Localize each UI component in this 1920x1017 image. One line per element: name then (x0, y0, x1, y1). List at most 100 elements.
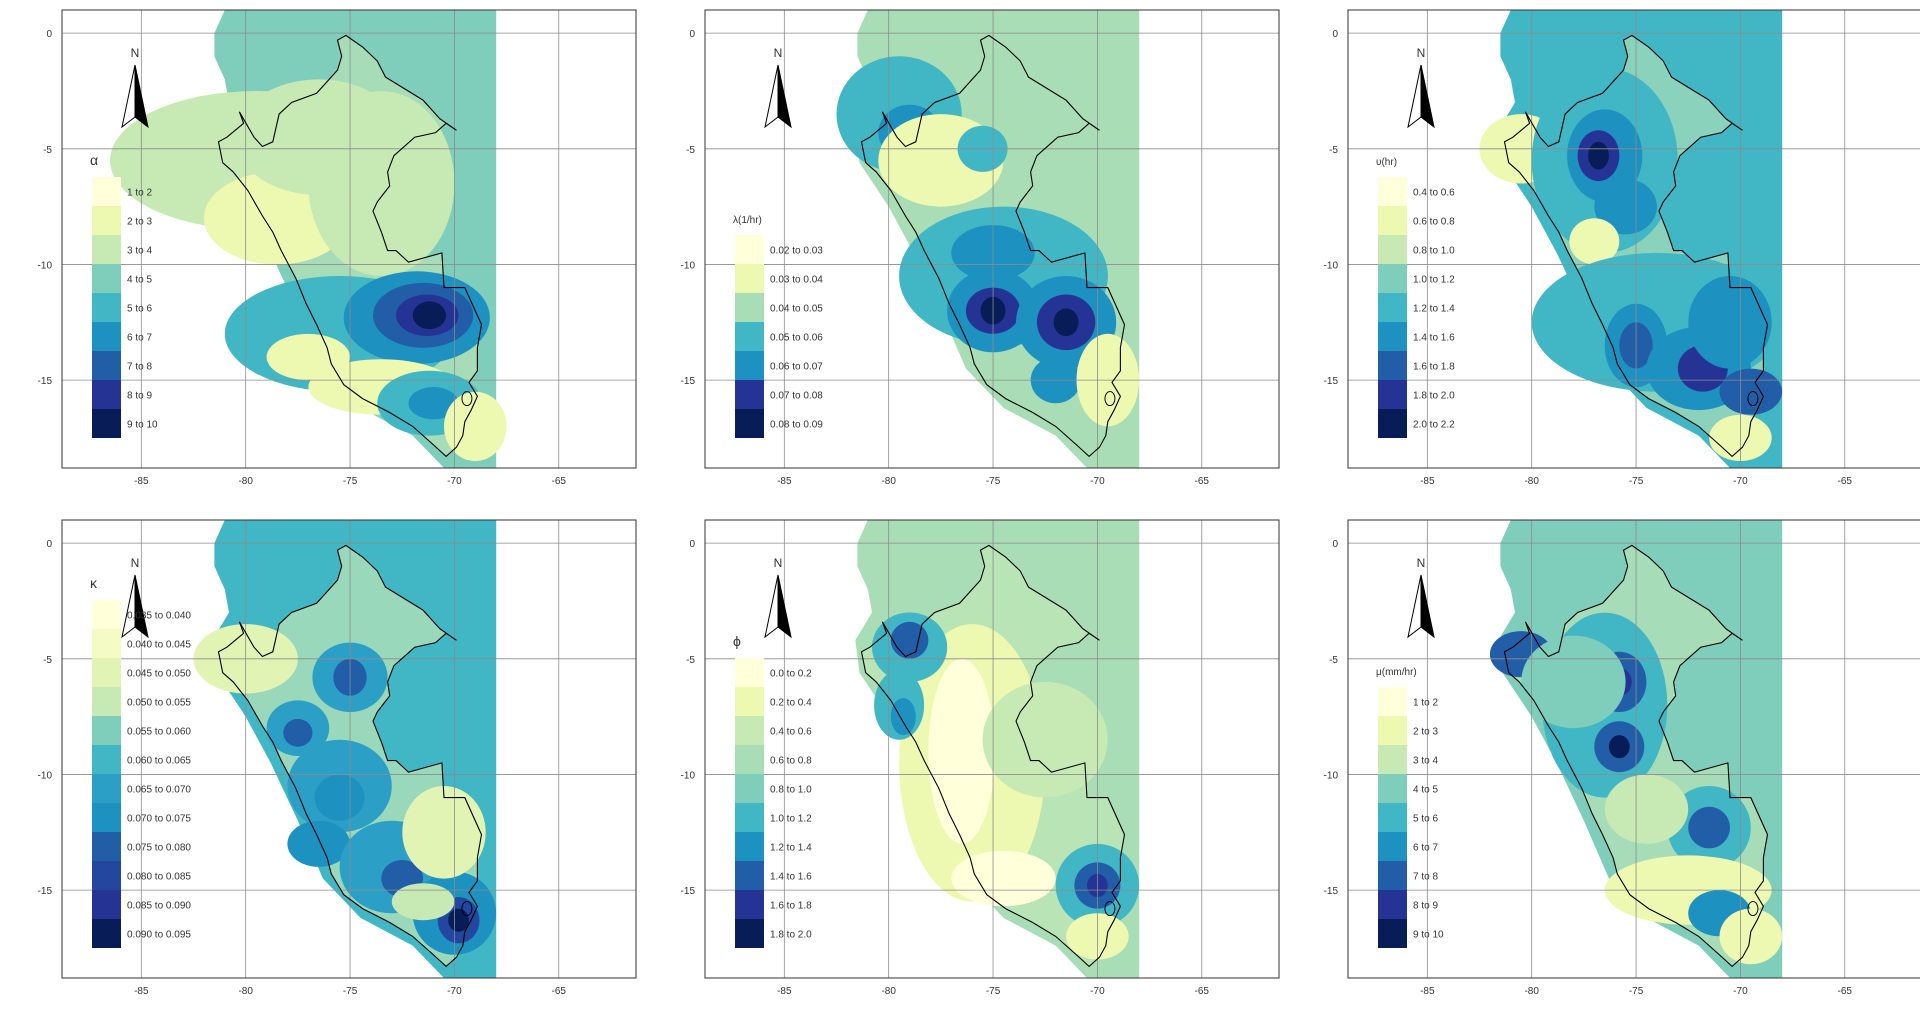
legend-label: 0.0 to 0.2 (770, 669, 812, 680)
legend-swatch (1378, 380, 1407, 409)
legend-label: 0.035 to 0.040 (127, 611, 191, 622)
surface-contour (314, 774, 365, 821)
raster-surface (855, 520, 1140, 978)
x-tick-label: -85 (134, 986, 149, 997)
y-tick-label: -15 (681, 886, 696, 897)
legend-swatch (735, 235, 764, 264)
surface-contour (408, 387, 459, 420)
map-panel-kappa: -85 -80 -75 -70 -65 0 -5 -10 -15 Nκ 0.035 to 0.040… (38, 519, 637, 997)
north-label: N (131, 46, 140, 60)
legend-swatch (735, 264, 764, 293)
panel-frame (1347, 9, 1920, 469)
legend-label: 0.040 to 0.045 (127, 640, 191, 651)
x-tick-label: -80 (881, 986, 896, 997)
legend-swatch (1378, 890, 1407, 919)
lake-titicaca (461, 901, 473, 917)
legend-swatch (735, 409, 764, 438)
legend-label: 0.04 to 0.05 (770, 304, 823, 315)
map-panel-mu: -85 -80 -75 -70 -65 0 -5 -10 -15 Nμ(mm/hr) 1 to 2 2… (1324, 519, 1920, 997)
legend-label: 1.6 to 1.8 (770, 901, 812, 912)
legend-label: 7 to 8 (127, 362, 152, 373)
legend-label: 2 to 3 (127, 217, 152, 228)
legend: κ 0.035 to 0.040 0.040 to 0.045 0.045 to 0.… (90, 575, 191, 948)
surface-contour (287, 820, 351, 867)
legend-label: 0.06 to 0.07 (770, 362, 823, 373)
legend-swatch (1378, 803, 1407, 832)
north-arrow-icon: N (1407, 556, 1435, 639)
x-tick-label: -70 (1090, 986, 1105, 997)
north-arrow-icon: N (764, 46, 792, 129)
legend-swatch (1378, 206, 1407, 235)
x-tick-label: -70 (1090, 476, 1105, 487)
x-tick-label: -85 (777, 476, 792, 487)
legend-label: 0.8 to 1.0 (1413, 246, 1455, 257)
legend-swatch (1378, 293, 1407, 322)
legend-swatch (1378, 687, 1407, 716)
north-label: N (774, 556, 783, 570)
legend-label: 0.07 to 0.08 (770, 391, 823, 402)
legend-label: 0.6 to 0.8 (1413, 217, 1455, 228)
legend-label: 4 to 5 (127, 275, 152, 286)
y-tick-label: 0 (1332, 539, 1338, 550)
panel-frame (61, 519, 637, 979)
legend-swatch (1378, 861, 1407, 890)
legend: υ(hr) 0.4 to 0.6 0.6 to 0.8 0.8 to 1.0 1.0 t… (1376, 157, 1455, 438)
surface-contour (1594, 178, 1657, 235)
legend-label: 9 to 10 (1413, 930, 1444, 941)
surface-contour (1688, 276, 1772, 369)
legend: ϕ 0.0 to 0.2 0.2 to 0.4 0.4 to 0.6 0.6 to 0.… (733, 633, 812, 948)
legend-label: 0.065 to 0.070 (127, 785, 191, 796)
map-panel-upsilon: -85 -80 -75 -70 -65 0 -5 -10 -15 Nυ(hr) 0.4 to 0.6… (1324, 9, 1920, 487)
y-tick-label: -15 (38, 376, 53, 387)
legend-label: 0.085 to 0.090 (127, 901, 191, 912)
x-tick-label: -85 (777, 986, 792, 997)
x-tick-label: -80 (238, 476, 253, 487)
legend-swatch (735, 745, 764, 774)
x-tick-label: -75 (1629, 986, 1644, 997)
x-tick-label: -65 (1195, 986, 1210, 997)
legend-swatch (92, 351, 121, 380)
north-arrow-icon: N (121, 556, 149, 639)
legend-swatch (92, 380, 121, 409)
surface-contour (1588, 141, 1609, 170)
x-tick-label: -65 (552, 986, 567, 997)
peru-boundary (217, 544, 483, 968)
lake-titicaca (1104, 901, 1116, 917)
legend-swatch (1378, 745, 1407, 774)
north-label: N (774, 46, 783, 60)
peru-boundary (1503, 34, 1769, 458)
legend-label: 0.4 to 0.6 (1413, 188, 1455, 199)
panel-frame (1347, 519, 1920, 979)
legend-swatch (1378, 322, 1407, 351)
legend-swatch (735, 293, 764, 322)
legend-label: 8 to 9 (127, 391, 152, 402)
graticule (62, 520, 636, 978)
y-tick-label: -5 (1329, 655, 1338, 666)
lake-titicaca (1747, 901, 1759, 917)
x-tick-label: -75 (343, 986, 358, 997)
legend-swatch (92, 600, 121, 629)
surface-contour (1719, 368, 1783, 415)
surface-contour (283, 718, 313, 747)
legend: α 1 to 2 2 to 3 3 to 4 4 to 5 5 to 6 6 to 7 7 t… (90, 152, 158, 438)
legend-swatch (1378, 832, 1407, 861)
legend-swatch (92, 629, 121, 658)
legend-title: υ(hr) (1376, 157, 1397, 168)
surface-contour (1053, 308, 1079, 337)
legend-label: 1.6 to 1.8 (1413, 362, 1455, 373)
legend-label: 3 to 4 (1413, 756, 1438, 767)
x-tick-label: -85 (1420, 986, 1435, 997)
legend-label: 0.090 to 0.095 (127, 930, 191, 941)
legend-swatch (92, 832, 121, 861)
legend-label: 4 to 5 (1413, 785, 1438, 796)
lake-titicaca (461, 391, 473, 407)
y-tick-label: 0 (46, 539, 52, 550)
legend-swatch (92, 177, 121, 206)
surface-contour (982, 681, 1108, 798)
legend-swatch (92, 206, 121, 235)
legend-label: 1.8 to 2.0 (770, 930, 812, 941)
legend-label: 0.070 to 0.075 (127, 814, 191, 825)
graticule (62, 10, 636, 468)
x-tick-label: -70 (1733, 986, 1748, 997)
